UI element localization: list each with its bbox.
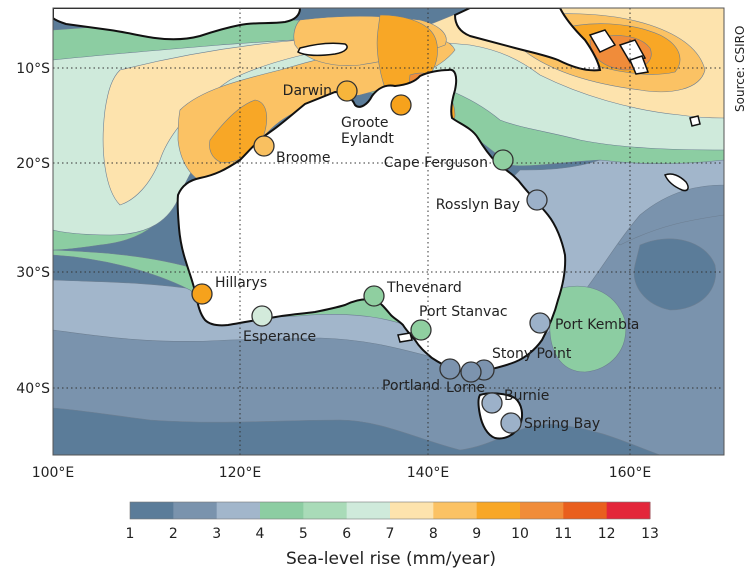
legend-swatch-12 <box>606 502 651 519</box>
station-label-port-kembla: Port Kembla <box>555 317 639 333</box>
station-label-hillarys: Hillarys <box>215 275 267 291</box>
station-labels: Darwin Groote Eylandt Broome Cape Fergus… <box>215 83 639 432</box>
legend-swatch-5 <box>303 502 348 519</box>
station-label-portland: Portland <box>382 378 440 394</box>
station-markers <box>191 80 551 434</box>
legend-swatch-3 <box>216 502 261 519</box>
island-ne-1 <box>588 29 617 53</box>
legend-tick-13: 13 <box>641 526 659 542</box>
lon-tick-140e: 140°E <box>407 465 450 481</box>
legend-tick-9: 9 <box>472 526 481 542</box>
station-marker-spring-bay <box>500 412 522 434</box>
station-marker-port-kembla <box>529 312 551 334</box>
legend-tick-6: 6 <box>342 526 351 542</box>
legend-tick-2: 2 <box>169 526 178 542</box>
station-marker-darwin <box>336 80 358 102</box>
station-label-groote-line2: Eylandt <box>341 131 394 147</box>
station-marker-rosslyn-bay <box>526 189 548 211</box>
station-marker-cape-ferguson <box>492 149 514 171</box>
lat-tick-20s: 20°S <box>16 156 50 172</box>
station-label-groote-line1: Groote <box>341 115 389 131</box>
legend-swatch-4 <box>260 502 304 519</box>
lon-tick-160e: 160°E <box>609 465 652 481</box>
lat-tick-40s: 40°S <box>16 381 50 397</box>
legend-swatch-11 <box>563 502 608 519</box>
legend-tick-8: 8 <box>429 526 438 542</box>
legend-tick-12: 12 <box>598 526 616 542</box>
island-east-2 <box>689 115 701 127</box>
contour-band-1-2-pool <box>633 238 717 311</box>
legend-swatches <box>130 502 651 519</box>
station-label-esperance: Esperance <box>243 329 316 345</box>
contour-field <box>53 8 724 455</box>
legend-swatch-7 <box>390 502 434 519</box>
lon-tick-100e: 100°E <box>32 465 75 481</box>
station-label-broome: Broome <box>276 150 330 166</box>
source-credit: Source: CSIRO <box>733 26 747 112</box>
legend-tick-5: 5 <box>299 526 308 542</box>
station-marker-esperance <box>251 305 273 327</box>
legend-swatch-10 <box>520 502 564 519</box>
legend-tick-3: 3 <box>212 526 221 542</box>
legend-swatch-8 <box>433 502 478 519</box>
station-label-stony-point: Stony Point <box>492 346 572 362</box>
legend-tick-7: 7 <box>386 526 395 542</box>
legend-title: Sea-level rise (mm/year) <box>286 549 496 569</box>
station-label-lorne: Lorne <box>446 380 485 396</box>
station-marker-thevenard <box>363 285 385 307</box>
indonesia-landmass <box>53 8 302 41</box>
timor-island <box>297 42 348 57</box>
legend-tick-labels: 1 2 3 4 5 6 7 8 9 10 11 12 13 <box>126 526 659 542</box>
station-label-darwin: Darwin <box>283 83 332 99</box>
new-guinea-landmass <box>453 8 602 72</box>
legend-frame <box>129 501 651 520</box>
lat-tick-10s: 10°S <box>16 61 50 77</box>
legend-tick-4: 4 <box>256 526 265 542</box>
station-marker-groote-eylandt <box>390 94 412 116</box>
station-marker-lorne <box>460 361 482 383</box>
island-ne-3 <box>628 55 650 75</box>
map-frame <box>52 7 725 456</box>
legend-tick-11: 11 <box>554 526 572 542</box>
legend-swatch-1 <box>130 502 174 519</box>
legend-swatch-6 <box>346 502 391 519</box>
kangaroo-island <box>397 332 413 343</box>
station-marker-broome <box>253 135 275 157</box>
station-label-rosslyn-bay: Rosslyn Bay <box>436 197 520 213</box>
island-east-1 <box>664 173 689 192</box>
station-marker-burnie <box>481 392 503 414</box>
station-label-burnie: Burnie <box>504 388 549 404</box>
legend-swatch-2 <box>173 502 218 519</box>
station-label-spring-bay: Spring Bay <box>524 416 600 432</box>
legend-swatch-9 <box>476 502 521 519</box>
graticule <box>53 8 724 455</box>
station-marker-hillarys <box>191 283 213 305</box>
station-label-port-stanvac: Port Stanvac <box>419 304 508 320</box>
station-label-thevenard: Thevenard <box>386 280 462 296</box>
station-marker-port-stanvac <box>410 319 432 341</box>
station-label-cape-ferguson: Cape Ferguson <box>384 155 488 171</box>
lon-tick-120e: 120°E <box>219 465 262 481</box>
station-marker-portland <box>439 358 461 380</box>
legend-tick-1: 1 <box>126 526 135 542</box>
contour-band-4-5-se <box>549 286 627 373</box>
legend-tick-10: 10 <box>511 526 529 542</box>
colour-legend: 1 2 3 4 5 6 7 8 9 10 11 12 13 Sea-level rise (mm/yea… <box>126 501 659 569</box>
lat-tick-30s: 30°S <box>16 265 50 281</box>
